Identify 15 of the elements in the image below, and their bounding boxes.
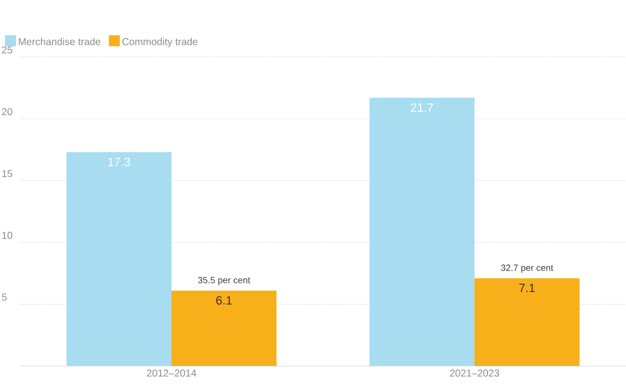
data-label: 21.7: [410, 103, 434, 112]
y-tick-label: 5: [2, 294, 7, 301]
x-tick-label: 2021–2023: [450, 370, 500, 377]
data-label: 17.3: [108, 158, 130, 166]
y-tick-label: 10: [2, 232, 12, 239]
legend-label: Commodity trade: [122, 38, 198, 48]
legend-label: Merchandise trade: [18, 38, 100, 46]
annotation: 32.7 per cent: [501, 264, 554, 273]
y-tick-label: 20: [2, 108, 12, 116]
annotation: 35.5 per cent: [198, 276, 250, 286]
y-tick-label: 15: [2, 170, 12, 178]
data-label: 6.1: [216, 296, 232, 305]
data-label: 7.1: [519, 284, 535, 292]
y-tick-label: 25: [2, 46, 12, 54]
x-tick-label: 2012–2014: [146, 370, 196, 377]
